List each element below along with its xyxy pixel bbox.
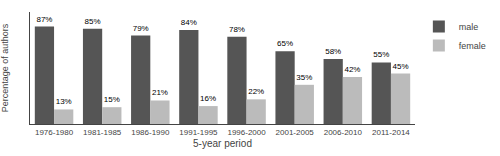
svg-text:42%: 42% [344,65,360,74]
svg-text:female: female [459,41,486,51]
svg-text:78%: 78% [229,25,245,34]
svg-text:65%: 65% [277,39,293,48]
svg-text:male: male [459,22,479,32]
svg-text:2001-2005: 2001-2005 [276,128,315,137]
svg-text:55%: 55% [373,50,389,59]
svg-text:87%: 87% [36,15,52,24]
svg-text:85%: 85% [85,17,101,26]
svg-text:1976-1980: 1976-1980 [35,128,74,137]
svg-text:79%: 79% [133,24,149,33]
svg-text:84%: 84% [181,18,197,27]
svg-text:45%: 45% [393,62,409,71]
svg-text:2011-2014: 2011-2014 [372,128,410,137]
svg-text:5-year period: 5-year period [193,138,252,149]
svg-text:1981-1985: 1981-1985 [83,128,122,137]
svg-text:1991-1995: 1991-1995 [179,128,218,137]
svg-text:2006-2010: 2006-2010 [324,128,363,137]
svg-text:15%: 15% [104,95,120,104]
svg-text:21%: 21% [152,88,168,97]
svg-text:13%: 13% [56,97,72,106]
svg-text:16%: 16% [200,94,216,103]
svg-text:1996-2000: 1996-2000 [227,128,266,137]
svg-text:1986-1990: 1986-1990 [131,128,170,137]
svg-text:Percentage of authors: Percentage of authors [0,23,10,112]
svg-text:22%: 22% [248,87,264,96]
svg-text:35%: 35% [296,73,312,82]
svg-text:58%: 58% [325,47,341,56]
